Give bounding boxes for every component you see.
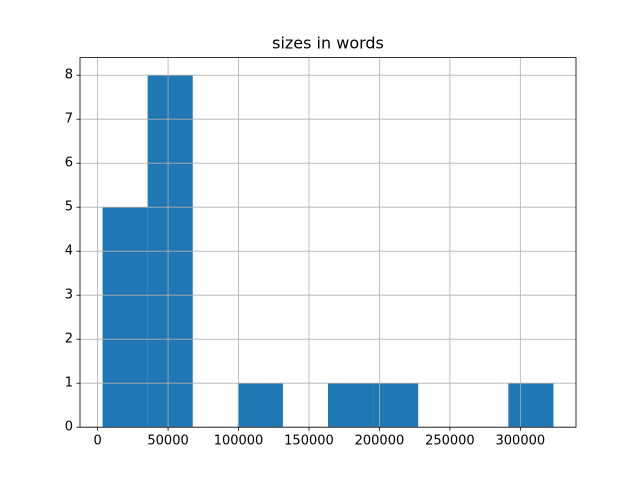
y-tick-label: 7 bbox=[65, 112, 73, 127]
x-tick-label: 50000 bbox=[147, 434, 188, 449]
y-tick-label: 6 bbox=[65, 156, 73, 171]
y-tick-label: 0 bbox=[65, 420, 73, 435]
chart-title: sizes in words bbox=[272, 34, 384, 53]
bar bbox=[237, 383, 283, 428]
y-tick-label: 2 bbox=[65, 332, 73, 347]
axes-frame bbox=[79, 57, 577, 428]
x-tick-label: 200000 bbox=[355, 434, 405, 449]
y-tick-label: 3 bbox=[65, 288, 73, 303]
x-tick-label: 150000 bbox=[284, 434, 334, 449]
y-tick-label: 8 bbox=[65, 68, 73, 83]
bar bbox=[508, 383, 554, 428]
x-tick-label: 300000 bbox=[496, 434, 546, 449]
x-tick-label: 250000 bbox=[425, 434, 475, 449]
bar bbox=[373, 383, 419, 428]
y-tick-label: 1 bbox=[65, 376, 73, 391]
bar bbox=[102, 207, 148, 428]
x-tick-label: 0 bbox=[93, 434, 101, 449]
y-tick-label: 5 bbox=[65, 200, 73, 215]
y-tick-label: 4 bbox=[65, 244, 73, 259]
x-tick-label: 100000 bbox=[214, 434, 264, 449]
bar bbox=[328, 383, 374, 428]
